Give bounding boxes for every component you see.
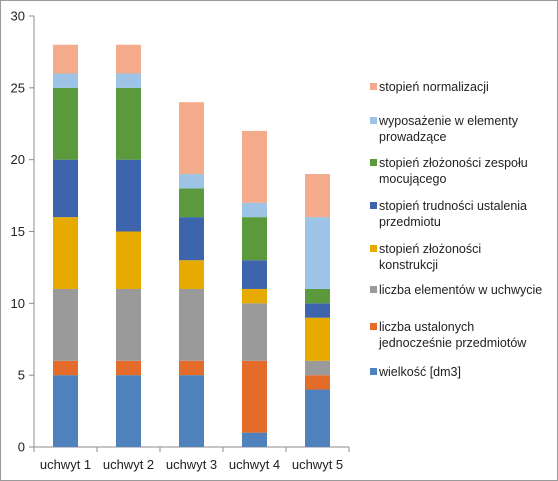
legend-swatch [370, 202, 377, 209]
legend-label: stopień złożoności zespołu mocującego [379, 156, 528, 186]
legend-swatch [370, 159, 377, 166]
bar-segment [305, 217, 330, 289]
bar-segment [305, 360, 330, 376]
bar-segment [116, 375, 141, 447]
bar-segment [179, 375, 204, 447]
x-tick-label: uchwyt 3 [166, 457, 217, 472]
y-tick-label: 0 [18, 440, 25, 455]
bar-segment [179, 360, 204, 376]
bar-segment [53, 87, 78, 160]
bar-segment [305, 375, 330, 390]
bar-segment [305, 174, 330, 218]
bar-segment [179, 217, 204, 261]
x-tick-label: uchwyt 5 [292, 457, 343, 472]
legend-swatch [370, 286, 377, 293]
legend-label: liczba elementów w uchwycie [379, 283, 542, 297]
bar-segment [305, 303, 330, 318]
legend-label: stopień trudności ustalenia przedmiotu [379, 199, 527, 229]
x-tick-label: uchwyt 4 [229, 457, 280, 472]
y-tick-label: 25 [11, 80, 25, 95]
bar-segment [53, 288, 78, 361]
bar-segment [53, 375, 78, 447]
bar-segment [305, 288, 330, 304]
bar-segment [53, 360, 78, 376]
bar-segment [116, 87, 141, 160]
bar-segment [242, 303, 267, 361]
bar-segment [116, 288, 141, 361]
x-tick-label: uchwyt 2 [103, 457, 154, 472]
bar-segment [116, 231, 141, 289]
bar-segment [116, 159, 141, 232]
x-tick-label: uchwyt 1 [40, 457, 91, 472]
legend-label: stopień normalizacji [379, 80, 489, 94]
legend-swatch [370, 117, 377, 124]
legend-label: wyposażenie w elementy prowadzące [378, 114, 519, 144]
legend-swatch [370, 83, 377, 90]
legend-label: liczba ustalonych jednocześnie przedmiotó… [378, 320, 527, 350]
legend-label: wielkość [dm3] [378, 365, 461, 379]
bar-segment [53, 217, 78, 289]
bar-segment [242, 360, 267, 433]
legend-swatch [370, 368, 377, 375]
y-tick-label: 30 [11, 9, 25, 24]
y-tick-label: 15 [11, 224, 25, 239]
bar-segment [305, 317, 330, 361]
bar-segment [116, 360, 141, 376]
bar-segment [242, 202, 267, 218]
bar-segment [53, 159, 78, 218]
y-tick-label: 5 [18, 368, 25, 383]
y-tick-label: 10 [11, 296, 25, 311]
bar-segment [179, 174, 204, 189]
bar-segment [116, 44, 141, 74]
legend-label: stopień złożoności konstrukcji [379, 242, 481, 272]
bar-segment [242, 260, 267, 289]
bar-segment [116, 73, 141, 88]
bar-segment [242, 217, 267, 261]
bar-segment [53, 73, 78, 88]
bar-segment [179, 260, 204, 289]
bar-segment [179, 188, 204, 218]
y-tick-label: 20 [11, 152, 25, 167]
bar-segment [179, 288, 204, 361]
bar-segment [179, 102, 204, 175]
legend-swatch [370, 245, 377, 252]
bar-segment [242, 288, 267, 304]
bar-segment [53, 44, 78, 74]
legend-swatch [370, 323, 377, 330]
bar-segment [242, 432, 267, 447]
bar-segment [242, 130, 267, 203]
bar-segment [305, 389, 330, 447]
